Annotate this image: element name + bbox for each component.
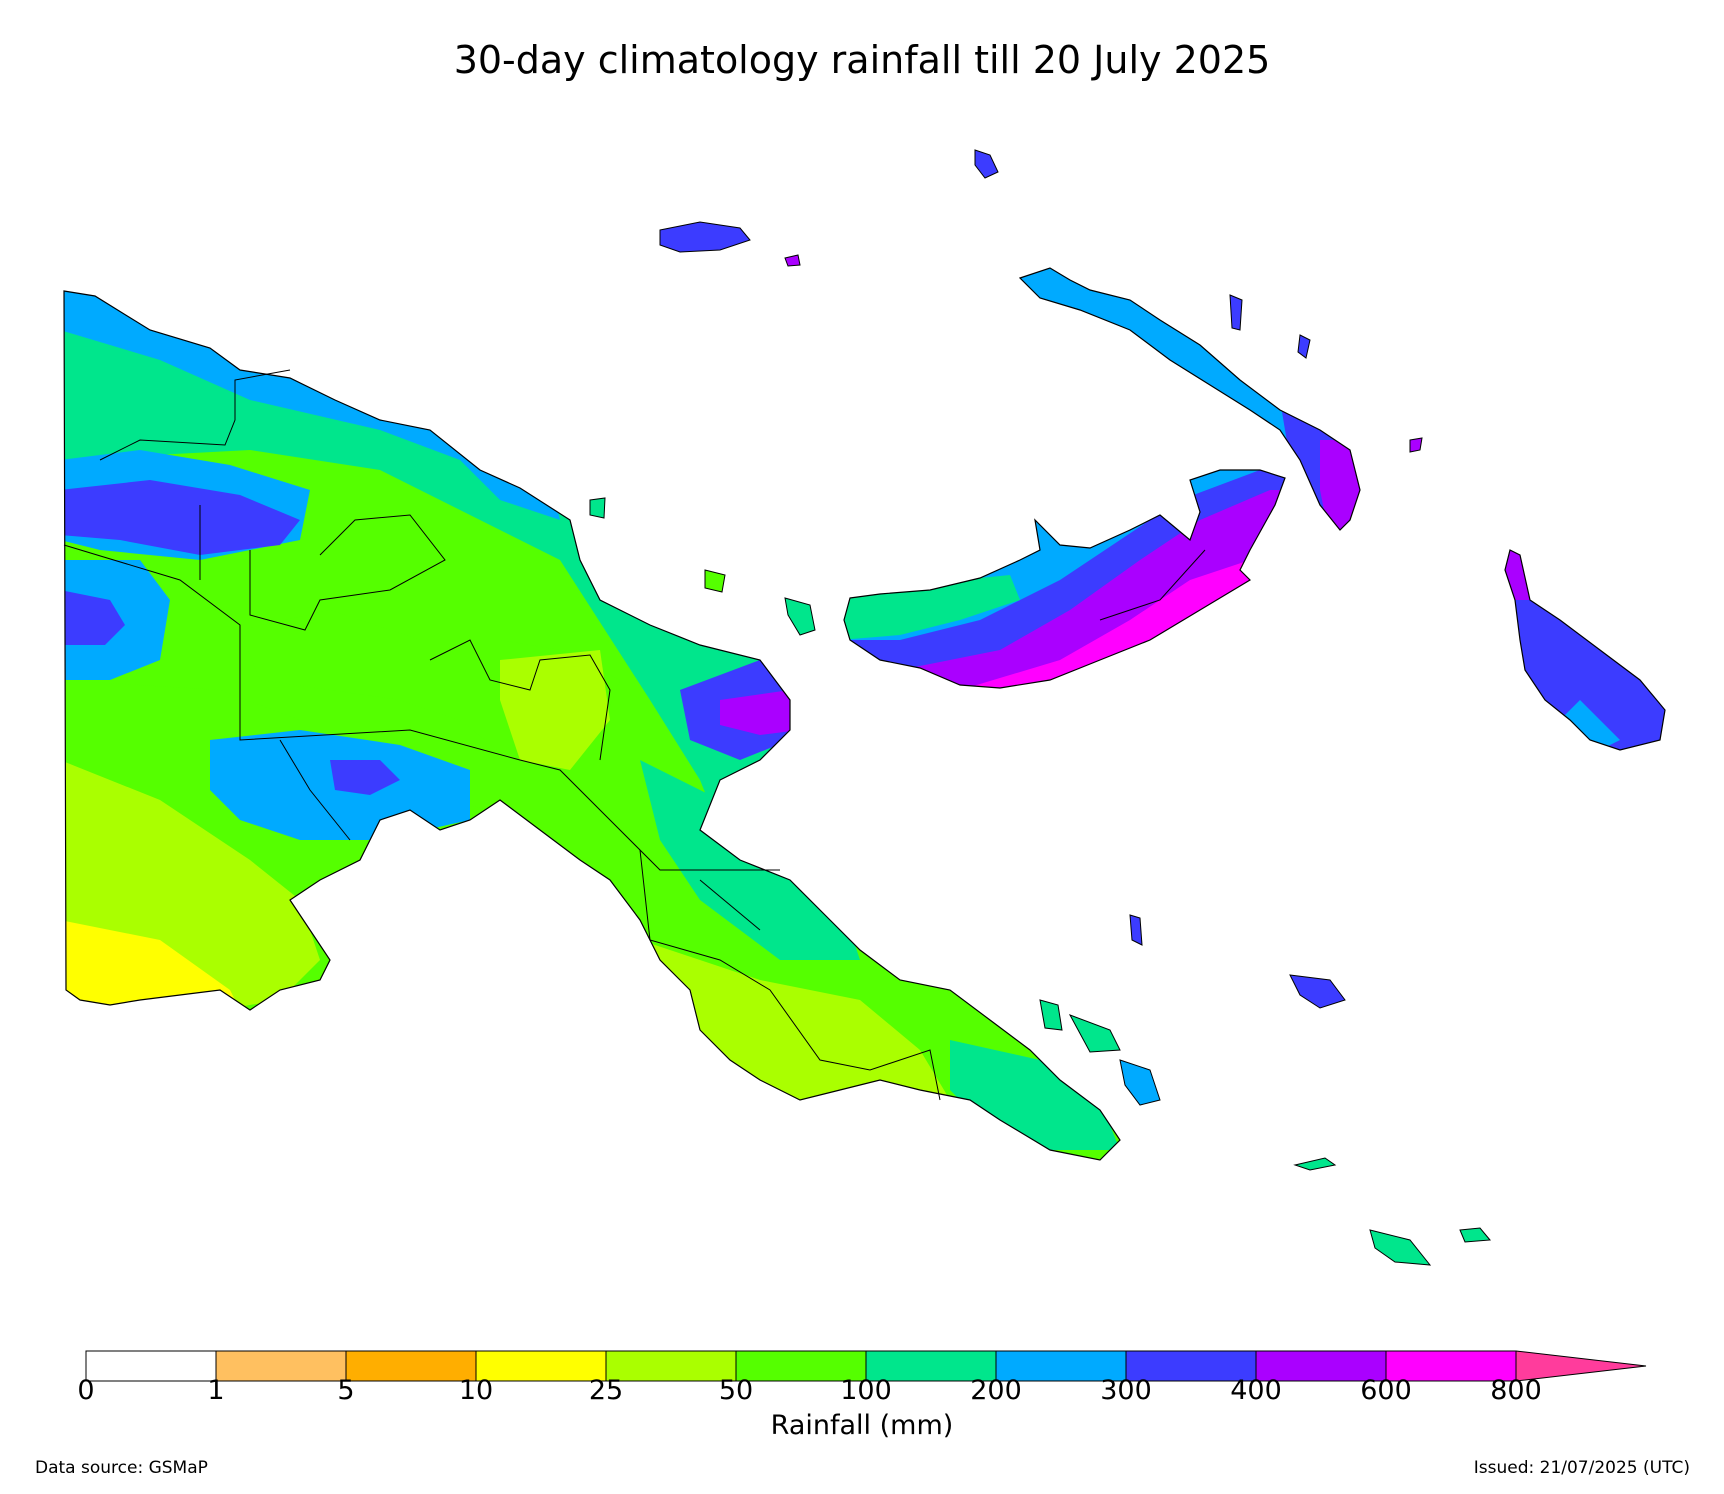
colorbar-tick-label: 100 <box>840 1375 892 1406</box>
colorbar-bin <box>1125 1350 1257 1382</box>
colorbar-tick-label: 400 <box>1230 1375 1282 1406</box>
colorbar-tick-label: 10 <box>458 1375 494 1406</box>
data-source-note: Data source: GSMaP <box>35 1458 208 1478</box>
islet-manus-east <box>784 254 801 267</box>
map-title: 30-day climatology rainfall till 20 July… <box>453 38 1271 82</box>
colorbar-label: Rainfall (mm) <box>770 1410 954 1441</box>
colorbar-bin <box>1255 1350 1387 1382</box>
colorbar-bin <box>85 1350 217 1382</box>
new-britain-boundary <box>1099 549 1206 621</box>
province-boundaries <box>63 369 941 1101</box>
rainfall-map <box>63 149 1666 1266</box>
colorbar-bin <box>345 1350 477 1382</box>
colorbar-tick-label: 600 <box>1360 1375 1412 1406</box>
colorbar-tick-label: 50 <box>718 1375 754 1406</box>
colorbar-tick-label: 1 <box>207 1375 225 1406</box>
colorbar-bin <box>735 1350 867 1382</box>
colorbar-bin <box>1385 1350 1517 1382</box>
issued-date-note: Issued: 21/07/2025 (UTC) <box>1473 1458 1690 1478</box>
new-britain-coastline <box>843 469 1286 689</box>
colorbar-tick-label: 0 <box>77 1375 95 1406</box>
colorbar-bin <box>475 1350 607 1382</box>
colorbar-bin <box>605 1350 737 1382</box>
new-ireland-coastline <box>1018 267 1361 531</box>
colorbar-extend-arrow <box>1515 1350 1647 1382</box>
small-islands <box>589 149 1492 1266</box>
bougainville-coastline <box>1504 549 1666 751</box>
colorbar-tick-label: 5 <box>337 1375 355 1406</box>
colorbar-tick-label: 200 <box>970 1375 1022 1406</box>
colorbar-tick-label: 300 <box>1100 1375 1152 1406</box>
mainland-coastline <box>63 290 1121 1161</box>
colorbar-tick-label: 25 <box>588 1375 624 1406</box>
manus-island <box>659 221 751 253</box>
colorbar-bin <box>215 1350 347 1382</box>
colorbar-tick-label: 800 <box>1490 1375 1542 1406</box>
colorbar-bin <box>995 1350 1127 1382</box>
